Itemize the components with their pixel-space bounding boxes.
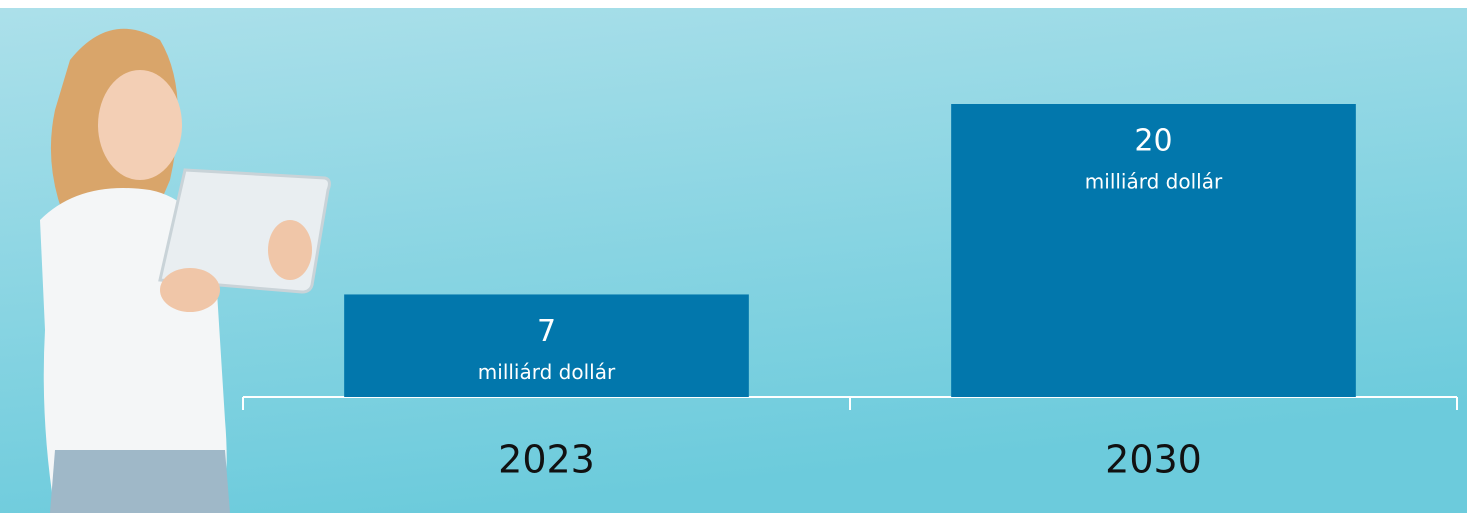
x-tick-label: 2030 <box>1105 438 1202 482</box>
bar <box>951 104 1356 397</box>
value-unit: milliárd dollár <box>478 360 616 384</box>
value-label: 20 <box>1134 124 1172 159</box>
bar <box>344 294 749 397</box>
value-label: 7 <box>537 314 556 349</box>
x-tick-label: 2023 <box>498 438 595 482</box>
value-unit: milliárd dollár <box>1085 170 1223 194</box>
photo-girl <box>40 28 331 513</box>
